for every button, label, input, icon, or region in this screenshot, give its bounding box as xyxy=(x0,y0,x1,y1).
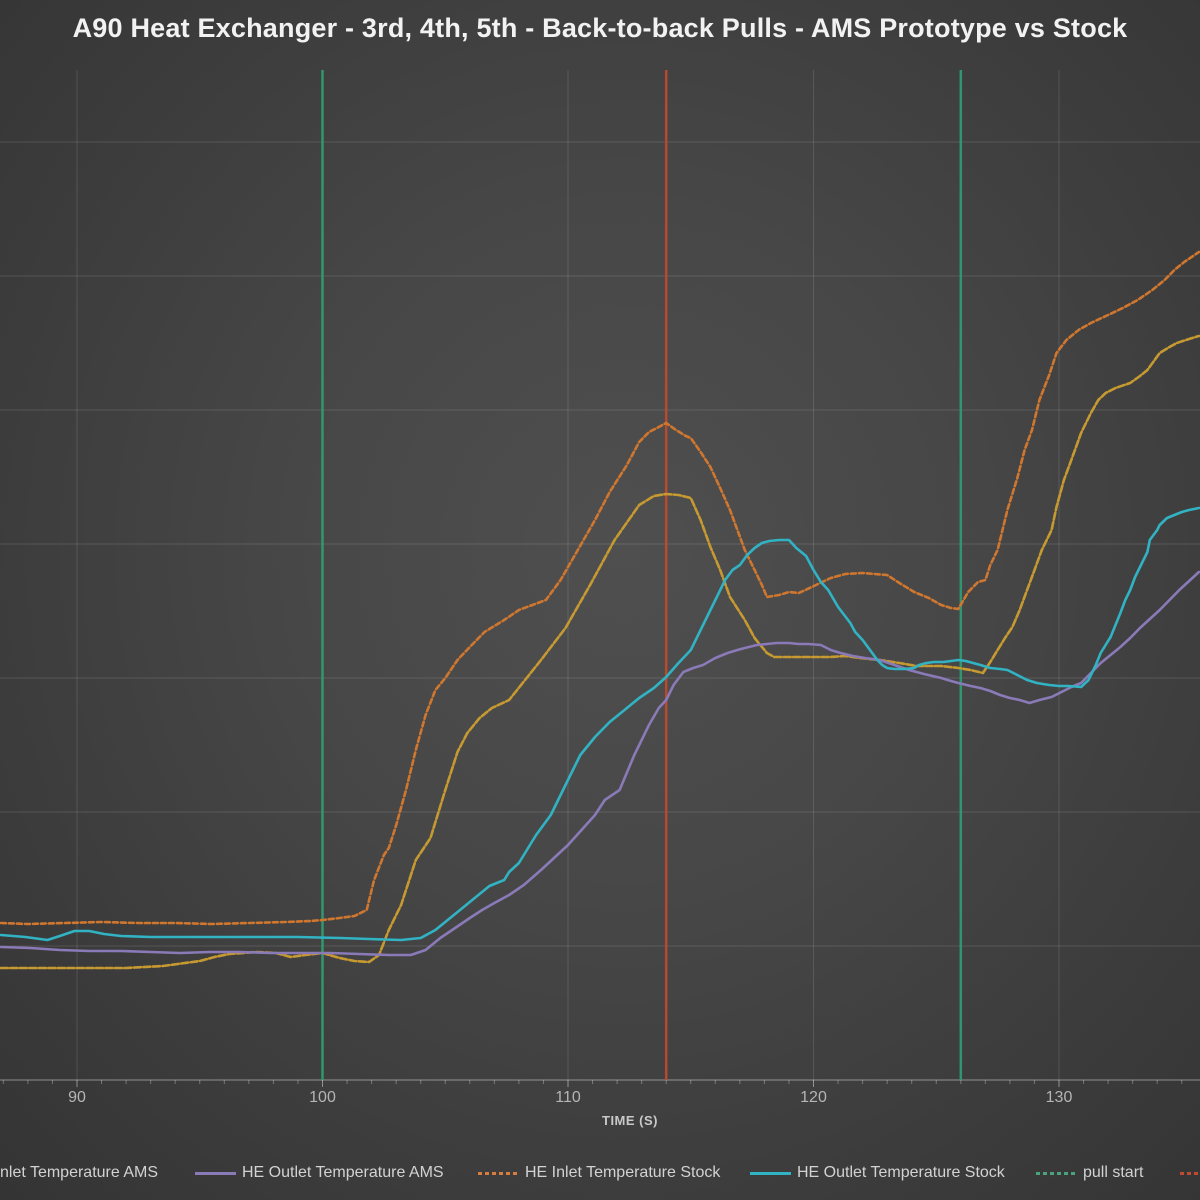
pull-end-line-icon xyxy=(1180,1171,1200,1175)
chart-title: A90 Heat Exchanger - 3rd, 4th, 5th - Bac… xyxy=(72,13,1128,43)
legend-item-pull-start: pull start xyxy=(1036,1160,1143,1186)
legend-item-he-inlet-ams: nlet Temperature AMS xyxy=(0,1164,159,1181)
legend-item-he-inlet-stock: HE Inlet Temperature Stock xyxy=(478,1160,720,1186)
x-tick-130: 130 xyxy=(1045,1089,1073,1106)
legend-item-he-outlet-ams: HE Outlet Temperature AMS xyxy=(195,1160,444,1186)
x-tick-120: 120 xyxy=(800,1089,827,1106)
legend-item-he-outlet-stock: HE Outlet Temperature Stock xyxy=(750,1160,1005,1186)
x-axis-title: TIME (S) xyxy=(602,1113,658,1128)
legend-item-cutoff-right xyxy=(1180,1160,1200,1186)
x-tick-110: 110 xyxy=(555,1089,581,1106)
legend: nlet Temperature AMS HE Outlet Temperatu… xyxy=(0,1160,1200,1186)
he-outlet-stock-line-icon xyxy=(750,1171,791,1175)
x-tick-100: 100 xyxy=(309,1089,336,1106)
pull-start-line-icon xyxy=(1036,1171,1077,1175)
x-tick-90: 90 xyxy=(68,1089,86,1106)
he-inlet-stock-line-icon xyxy=(478,1171,519,1175)
he-outlet-ams-line-icon xyxy=(195,1171,236,1175)
